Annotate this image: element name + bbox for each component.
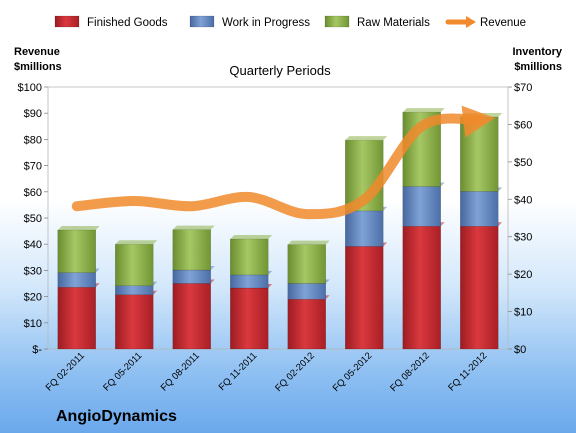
left-tick-label: $80 — [24, 134, 42, 146]
chart-title: Quarterly Periods — [229, 63, 331, 78]
bar-raw-materials — [460, 116, 499, 192]
legend: Finished Goods Work in Progress Raw Materi… — [54, 15, 526, 29]
bar-work-in-progress — [345, 210, 384, 247]
left-tick-label: $- — [32, 344, 42, 356]
bar-finished-goods — [460, 225, 499, 350]
bar-work-in-progress — [172, 269, 211, 284]
bar-top-raw-materials — [115, 240, 158, 245]
bar-finished-goods — [57, 286, 96, 350]
left-tick-label: $40 — [24, 239, 42, 251]
bar-finished-goods — [230, 287, 269, 350]
right-tick-label: $40 — [514, 194, 532, 206]
left-tick-label: $50 — [24, 213, 42, 225]
legend-item-finished-goods: Finished Goods — [54, 15, 168, 29]
right-tick-label: $70 — [514, 82, 532, 94]
left-tick-label: $10 — [24, 318, 42, 330]
category-label: FQ 02-2012 — [273, 350, 317, 394]
legend-item-work-in-progress: Work in Progress — [189, 15, 310, 29]
bar-raw-materials — [230, 238, 269, 276]
company-name: AngioDynamics — [56, 408, 177, 425]
legend-arrow — [466, 16, 476, 28]
right-axis-label-line-2: $millions — [514, 61, 562, 73]
bar-top-raw-materials — [172, 225, 215, 230]
bar-finished-goods — [172, 283, 211, 350]
left-tick-label: $30 — [24, 265, 42, 277]
right-tick-label: $30 — [514, 232, 532, 244]
bar-raw-materials — [172, 229, 211, 271]
bar-top-raw-materials — [57, 225, 100, 230]
legend-swatch — [189, 15, 215, 28]
bar-work-in-progress — [115, 285, 154, 295]
bar-top-raw-materials — [287, 240, 330, 245]
right-tick-label: $20 — [514, 269, 532, 281]
bar-raw-materials — [57, 229, 96, 273]
left-tick-label: $70 — [24, 161, 42, 173]
bar-raw-materials — [287, 244, 326, 284]
left-tick-label: $60 — [24, 187, 42, 199]
right-tick-label: $10 — [514, 307, 532, 319]
legend-label: Work in Progress — [222, 17, 310, 29]
bar-top-raw-materials — [230, 234, 273, 239]
bar-top-raw-materials — [345, 136, 388, 141]
bar-finished-goods — [345, 246, 384, 350]
legend-label: Raw Materials — [357, 17, 430, 29]
left-tick-label: $90 — [24, 108, 42, 120]
category-label: FQ 05-2011 — [101, 350, 144, 393]
legend-item-raw-materials: Raw Materials — [324, 15, 430, 29]
right-tick-label: $60 — [514, 119, 532, 131]
legend-label: Revenue — [480, 17, 526, 29]
bar-finished-goods — [115, 294, 154, 350]
bar-work-in-progress — [57, 272, 96, 288]
left-tick-label: $100 — [18, 82, 42, 94]
category-label: FQ 11-2012 — [446, 350, 489, 393]
legend-label: Finished Goods — [87, 17, 168, 29]
bar-work-in-progress — [287, 283, 326, 300]
left-tick-label: $20 — [24, 292, 42, 304]
category-label: FQ 08-2012 — [388, 350, 432, 394]
bar-raw-materials — [115, 243, 154, 286]
category-label: FQ 02-2011 — [44, 350, 87, 393]
revenue-line — [71, 105, 496, 220]
category-label: FQ 08-2011 — [159, 350, 202, 393]
right-tick-label: $0 — [514, 344, 526, 356]
category-label: FQ 11-2011 — [217, 350, 260, 393]
bar-work-in-progress — [402, 186, 441, 227]
bar-work-in-progress — [460, 191, 499, 227]
left-axis-label-line-2: $millions — [14, 61, 62, 73]
right-tick-label: $50 — [514, 157, 532, 169]
legend-swatch — [54, 15, 80, 28]
plot-area: $- $10 $20 $30 $40 $50 $60 $70 $80 $90 $100 $0 $10 $2… — [18, 82, 533, 394]
legend-swatch — [324, 15, 350, 28]
bar-finished-goods — [287, 298, 326, 350]
right-axis-label-line-1: Inventory — [512, 46, 562, 58]
bar-work-in-progress — [230, 274, 269, 289]
left-axis-label-line-1: Revenue — [14, 46, 60, 58]
bar-finished-goods — [402, 225, 441, 350]
bar-top-raw-materials — [402, 108, 445, 113]
category-label: FQ 05-2012 — [331, 350, 375, 394]
legend-item-revenue: Revenue — [445, 16, 526, 29]
